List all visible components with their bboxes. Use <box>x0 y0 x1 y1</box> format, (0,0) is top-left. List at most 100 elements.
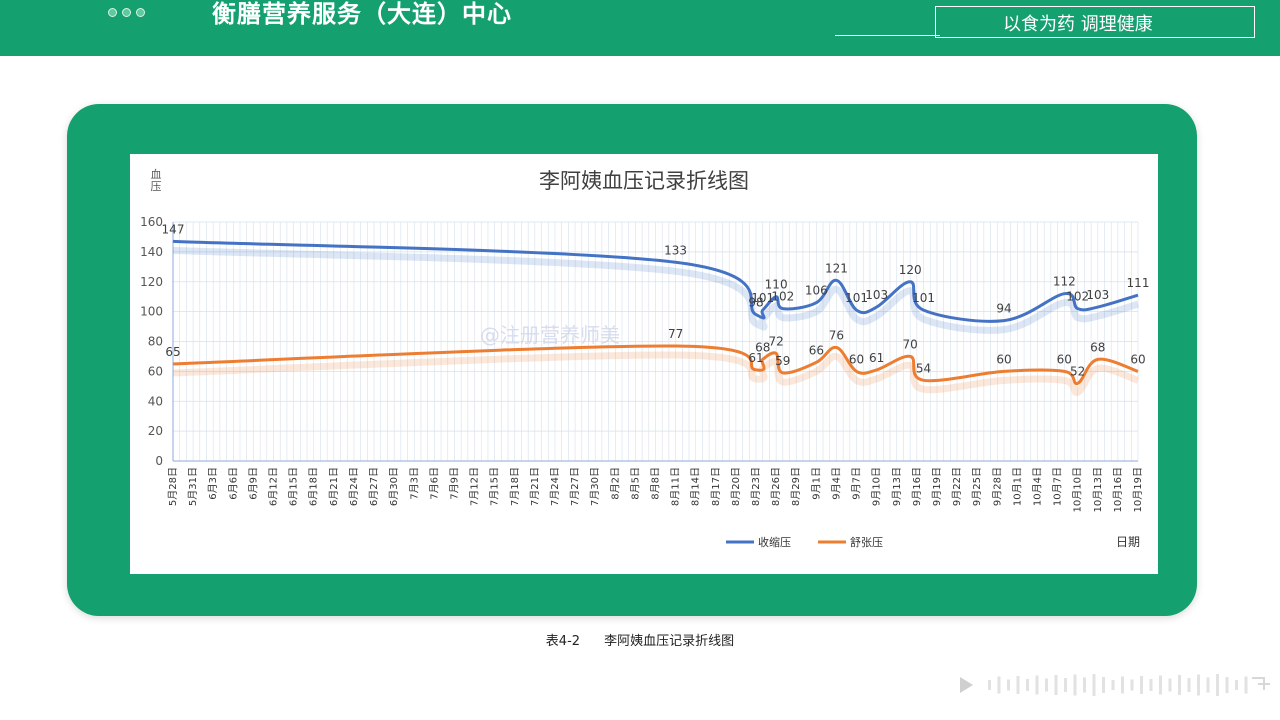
x-tick-label: 10月19日 <box>1132 467 1144 512</box>
data-label: 65 <box>165 345 180 359</box>
grid-lines <box>172 221 1139 462</box>
caption-label: 表4-2 <box>545 634 581 649</box>
data-label: 52 <box>1070 364 1085 378</box>
y-tick-label: 100 <box>140 305 163 319</box>
data-label: 60 <box>849 352 864 366</box>
data-label: 112 <box>1053 275 1076 289</box>
x-tick-label: 6月27日 <box>368 467 380 506</box>
data-label: 54 <box>916 361 931 375</box>
y-tick-label: 60 <box>148 364 163 378</box>
data-label: 66 <box>809 343 824 357</box>
y-tick-label: 0 <box>155 454 163 468</box>
data-label: 59 <box>775 354 790 368</box>
data-label: 103 <box>1086 288 1109 302</box>
x-tick-label: 10月7日 <box>1052 467 1064 506</box>
watermark-text: @注册营养师美 <box>480 323 620 347</box>
data-label: 60 <box>1057 352 1072 366</box>
x-tick-label: 9月10日 <box>871 467 883 506</box>
data-label: 106 <box>805 284 828 298</box>
series-line-0 <box>172 239 1139 323</box>
data-label: 94 <box>996 302 1011 316</box>
data-label: 101 <box>912 291 935 305</box>
caption-title: 李阿姨血压记录折线图 <box>604 634 735 649</box>
y-tick-label: 80 <box>148 335 163 349</box>
data-label: 111 <box>1127 276 1150 290</box>
y-tick-label: 20 <box>148 424 163 438</box>
data-label: 102 <box>771 290 794 304</box>
chart-title: 李阿姨血压记录折线图 <box>539 169 749 193</box>
chart-area: 0 20 40 60 80 100 120 140 160 5月28日 5月31日 6月3日 6月6日 6… <box>130 154 1158 574</box>
x-tick-label: 7月24日 <box>549 467 561 506</box>
x-tick-label: 7月18日 <box>509 467 521 506</box>
data-label: 101 <box>751 291 774 305</box>
data-label: 98 <box>748 296 763 310</box>
data-label: 77 <box>668 327 683 341</box>
x-tick-label: 9月25日 <box>971 467 983 506</box>
x-tick-label: 8月2日 <box>609 467 621 500</box>
figure-caption: 表4-2 李阿姨血压记录折线图 <box>0 630 1280 649</box>
y-tick-label: 160 <box>140 215 163 229</box>
data-label: 60 <box>996 352 1011 366</box>
y-tick-label: 40 <box>148 394 163 408</box>
x-tick-label: 8月17日 <box>710 467 722 506</box>
seek-bar[interactable] <box>988 674 1248 696</box>
legend-label: 舒张压 <box>850 535 883 549</box>
org-title: 衡膳营养服务（大连）中心 <box>212 0 512 28</box>
data-label: 102 <box>1066 290 1089 304</box>
x-tick-label: 9月7日 <box>851 467 863 500</box>
x-tick-label: 8月29日 <box>790 467 802 506</box>
data-label: 70 <box>903 337 918 351</box>
x-tick-label: 8月8日 <box>650 467 662 500</box>
x-tick-label: 9月16日 <box>911 467 923 506</box>
x-tick-label: 6月6日 <box>227 467 239 500</box>
x-tick-label: 7月15日 <box>489 467 501 506</box>
data-label: 61 <box>869 351 884 365</box>
play-icon[interactable] <box>952 671 978 699</box>
x-tick-label: 6月24日 <box>348 467 360 506</box>
y-tick-label: 140 <box>140 245 163 259</box>
x-tick-label: 6月18日 <box>308 467 320 506</box>
x-axis-label: 日期 <box>1116 535 1140 549</box>
slogan-text: 以食为药 调理健康 <box>1003 14 1153 35</box>
x-tick-label: 9月4日 <box>830 467 842 500</box>
fullscreen-icon[interactable] <box>1252 677 1270 690</box>
data-label: 103 <box>865 288 888 302</box>
x-tick-label: 7月30日 <box>589 467 601 506</box>
data-label: 147 <box>162 222 185 236</box>
x-tick-label: 8月5日 <box>629 467 641 500</box>
x-tick-label: 9月1日 <box>810 467 822 500</box>
x-tick-label: 9月19日 <box>931 467 943 506</box>
data-label: 68 <box>1090 340 1105 354</box>
y-axis-label: 血压 <box>151 167 162 193</box>
x-tick-label: 8月14日 <box>690 467 702 506</box>
series-shadow-1 <box>172 351 1140 397</box>
x-tick-label: 6月9日 <box>247 467 259 500</box>
slogan-frame <box>935 6 1255 38</box>
x-tick-label: 7月12日 <box>469 467 481 506</box>
x-tick-label: 10月1日 <box>1011 467 1023 506</box>
slogan-underline <box>835 35 940 36</box>
video-player-controls[interactable] <box>952 665 1272 705</box>
data-label: 60 <box>1130 352 1145 366</box>
x-tick-label: 6月3日 <box>207 467 219 500</box>
x-tick-label: 7月6日 <box>428 467 440 500</box>
x-tick-label: 10月10日 <box>1072 467 1084 512</box>
x-tick-label: 10月4日 <box>1031 467 1043 506</box>
x-tick-label: 5月28日 <box>167 467 179 506</box>
x-tick-label: 7月9日 <box>448 467 460 500</box>
data-label: 72 <box>768 334 783 348</box>
x-tick-label: 7月27日 <box>569 467 581 506</box>
data-label: 110 <box>765 278 788 292</box>
data-label: 76 <box>829 328 844 342</box>
series-shadow-0 <box>172 246 1139 334</box>
x-tick-label: 9月22日 <box>951 467 963 506</box>
x-tick-label: 8月23日 <box>750 467 762 506</box>
blood-pressure-line-chart: 0 20 40 60 80 100 120 140 160 5月28日 5月31日 6月3日 6月6日 6… <box>140 167 1150 549</box>
x-tick-label: 6月15日 <box>288 467 300 506</box>
x-tick-label: 7月3日 <box>408 467 420 500</box>
x-tick-label: 8月11日 <box>670 467 682 506</box>
x-tick-label: 6月21日 <box>328 467 340 506</box>
x-tick-label: 10月16日 <box>1112 467 1124 512</box>
x-tick-label: 6月12日 <box>268 467 280 506</box>
y-tick-label: 120 <box>140 275 163 289</box>
